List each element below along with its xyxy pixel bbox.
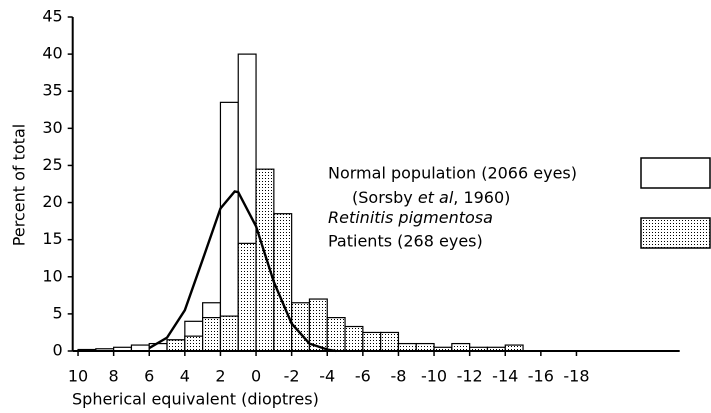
- y-tick-label: 10: [42, 266, 62, 285]
- x-tick-label: -12: [457, 367, 483, 386]
- legend-label: Patients (268 eyes): [328, 232, 483, 251]
- legend-note: Retinitis pigmentosa: [328, 208, 493, 227]
- legend-label: Normal population (2066 eyes): [328, 164, 577, 183]
- histogram-bar: [380, 331, 400, 352]
- x-tick-label: -2: [284, 367, 300, 386]
- histogram-bar: [219, 315, 239, 352]
- histogram-bar: [451, 342, 471, 352]
- x-axis-label: Spherical equivalent (dioptres): [72, 390, 319, 409]
- histogram-bar: [326, 317, 346, 352]
- histogram-bar: [415, 342, 435, 352]
- x-tick-label: 10: [68, 367, 88, 386]
- histogram-bar: [344, 325, 364, 352]
- x-tick-label: -8: [390, 367, 406, 386]
- x-tick-label: -6: [355, 367, 371, 386]
- x-tick-label: -10: [421, 367, 447, 386]
- histogram-bar: [202, 317, 222, 352]
- histogram-bar: [184, 335, 204, 352]
- y-tick-label: 20: [42, 192, 62, 211]
- y-tick-label: 15: [42, 229, 62, 248]
- x-tick-label: 4: [180, 367, 190, 386]
- legend-note-part: (Sorsby: [352, 188, 418, 207]
- legend-swatch: [640, 217, 711, 249]
- histogram-bar: [397, 342, 417, 352]
- y-tick-label: 45: [42, 7, 62, 26]
- x-tick-label: 2: [215, 367, 225, 386]
- x-tick-label: -16: [528, 367, 554, 386]
- y-tick-label: 35: [42, 81, 62, 100]
- y-tick-label: 25: [42, 155, 62, 174]
- x-tick-label: 8: [109, 367, 119, 386]
- histogram-bar: [166, 339, 186, 352]
- x-tick-label: 6: [144, 367, 154, 386]
- y-tick-label: 40: [42, 44, 62, 63]
- legend-note-part: Retinitis pigmentosa: [328, 208, 493, 227]
- histogram-bar: [219, 101, 239, 352]
- histogram-bar: [237, 242, 257, 352]
- y-tick-label: 30: [42, 118, 62, 137]
- legend-note-part: et al: [418, 188, 454, 207]
- x-tick-label: -4: [319, 367, 335, 386]
- legend-note: (Sorsby et al, 1960): [352, 188, 510, 207]
- histogram-bar: [255, 168, 275, 352]
- y-tick-label: 5: [53, 303, 63, 322]
- y-axis-label: Percent of total: [10, 124, 29, 246]
- x-tick-label: -14: [492, 367, 518, 386]
- fitted-curve: [148, 190, 337, 353]
- legend-swatch: [640, 157, 711, 189]
- x-tick-label: -18: [563, 367, 589, 386]
- histogram-bar: [273, 213, 293, 352]
- x-tick-label: 0: [251, 367, 261, 386]
- histogram-bar: [362, 331, 382, 352]
- y-tick-label: 0: [53, 341, 63, 360]
- legend-note-part: , 1960): [453, 188, 510, 207]
